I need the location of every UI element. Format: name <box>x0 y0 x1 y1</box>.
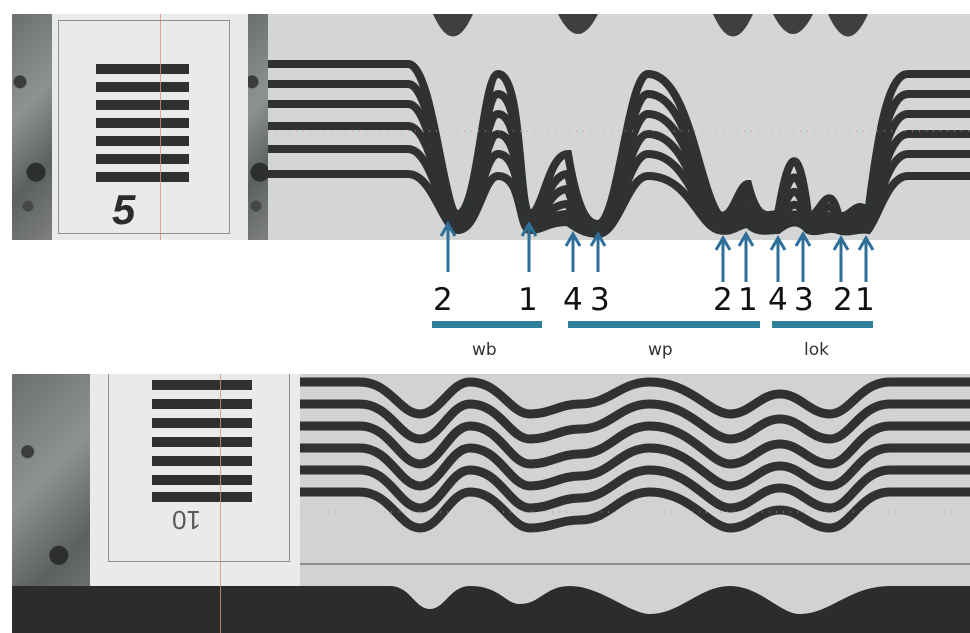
stone-surface-strip <box>248 14 268 240</box>
group-label-wp: wp <box>648 340 673 360</box>
fringe-pattern-bottom <box>300 374 970 633</box>
card-frame <box>58 20 230 234</box>
bottom-photo-panel: 10 <box>12 374 970 633</box>
reference-card-bottom: 10 <box>90 374 300 586</box>
reference-stripes <box>96 64 189 184</box>
arrow-label-9: 2 <box>833 282 854 318</box>
arrow-label-2: 1 <box>518 282 539 318</box>
fringe-pattern <box>268 14 970 240</box>
arrow-3 <box>564 231 582 272</box>
arrow-label-3: 4 <box>563 282 584 318</box>
arrow-4 <box>589 231 607 272</box>
arrow-7 <box>769 235 787 282</box>
arrow-label-7: 4 <box>768 282 789 318</box>
deformed-fringe-photo <box>268 14 970 240</box>
arrow-6 <box>737 231 755 282</box>
arrow-1 <box>439 221 457 272</box>
red-guide-line <box>160 14 161 240</box>
group-bar-wp <box>568 321 760 328</box>
deformed-fringe-photo-bottom <box>300 374 970 633</box>
group-label-lok: lok <box>804 340 829 360</box>
arrow-8 <box>794 231 812 282</box>
arrow-label-10: 1 <box>855 282 876 318</box>
arrow-label-8: 3 <box>794 282 815 318</box>
arrow-10 <box>857 235 875 282</box>
top-photo-panel: 5 <box>12 14 970 240</box>
card-number-label: 5 <box>112 186 136 233</box>
reference-stripes-bottom <box>152 380 252 502</box>
group-label-wb: wb <box>472 340 497 360</box>
arrow-label-4: 3 <box>590 282 611 318</box>
card-frame-bottom <box>108 374 290 562</box>
group-bar-lok <box>772 321 873 328</box>
arrow-label-6: 1 <box>738 282 759 318</box>
stone-surface-left <box>12 14 52 240</box>
arrow-label-5: 2 <box>713 282 734 318</box>
red-guide-line-bottom <box>220 374 221 633</box>
arrow-label-1: 2 <box>433 282 454 318</box>
card-number-label-bottom: 10 <box>172 505 201 535</box>
group-bar-wb <box>432 321 542 328</box>
reference-card: 5 <box>52 14 258 240</box>
arrow-5 <box>714 235 732 282</box>
arrow-9 <box>832 235 850 282</box>
arrow-2 <box>520 221 538 272</box>
